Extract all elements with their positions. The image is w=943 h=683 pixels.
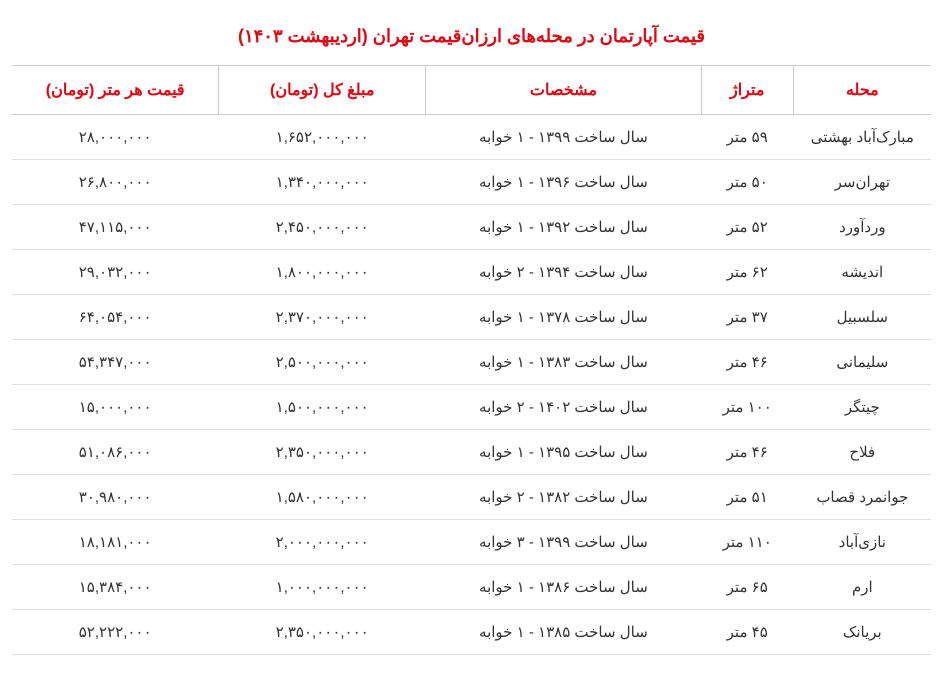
table-row: بریانک ۴۵ متر سال ساخت ۱۳۸۵ - ۱ خوابه ۲,… (12, 610, 931, 655)
cell-area: ۳۷ متر (701, 295, 793, 340)
page-title: قیمت آپارتمان در محله‌های ارزان‌قیمت تهر… (12, 12, 931, 65)
cell-permeter: ۱۵,۰۰۰,۰۰۰ (12, 385, 219, 430)
cell-total: ۱,۵۸۰,۰۰۰,۰۰۰ (219, 475, 426, 520)
cell-district: وردآورد (793, 205, 931, 250)
cell-area: ۴۵ متر (701, 610, 793, 655)
cell-area: ۶۲ متر (701, 250, 793, 295)
table-header-row: محله متراژ مشخصات مبلغ کل (تومان) قیمت ه… (12, 66, 931, 115)
cell-total: ۱,۶۵۲,۰۰۰,۰۰۰ (219, 115, 426, 160)
cell-area: ۵۰ متر (701, 160, 793, 205)
header-area: متراژ (701, 66, 793, 115)
table-row: سلسبیل ۳۷ متر سال ساخت ۱۳۷۸ - ۱ خوابه ۲,… (12, 295, 931, 340)
table-row: نازی‌آباد ۱۱۰ متر سال ساخت ۱۳۹۹ - ۳ خواب… (12, 520, 931, 565)
table-row: جوانمرد قصاب ۵۱ متر سال ساخت ۱۳۸۲ - ۲ خو… (12, 475, 931, 520)
cell-total: ۲,۵۰۰,۰۰۰,۰۰۰ (219, 340, 426, 385)
cell-area: ۶۵ متر (701, 565, 793, 610)
cell-permeter: ۵۴,۳۴۷,۰۰۰ (12, 340, 219, 385)
table-row: فلاح ۴۶ متر سال ساخت ۱۳۹۵ - ۱ خوابه ۲,۳۵… (12, 430, 931, 475)
cell-permeter: ۳۰,۹۸۰,۰۰۰ (12, 475, 219, 520)
table-container: قیمت آپارتمان در محله‌های ارزان‌قیمت تهر… (0, 0, 943, 667)
cell-permeter: ۵۲,۲۲۲,۰۰۰ (12, 610, 219, 655)
cell-district: چیتگر (793, 385, 931, 430)
cell-district: اندیشه (793, 250, 931, 295)
cell-district: مبارک‌آباد بهشتی (793, 115, 931, 160)
cell-area: ۵۱ متر (701, 475, 793, 520)
cell-spec: سال ساخت ۱۳۹۵ - ۱ خوابه (426, 430, 702, 475)
cell-total: ۲,۳۵۰,۰۰۰,۰۰۰ (219, 610, 426, 655)
cell-district: فلاح (793, 430, 931, 475)
cell-district: سلسبیل (793, 295, 931, 340)
cell-spec: سال ساخت ۱۳۹۹ - ۱ خوابه (426, 115, 702, 160)
table-row: اندیشه ۶۲ متر سال ساخت ۱۳۹۴ - ۲ خوابه ۱,… (12, 250, 931, 295)
table-row: وردآورد ۵۲ متر سال ساخت ۱۳۹۲ - ۱ خوابه ۲… (12, 205, 931, 250)
cell-area: ۵۹ متر (701, 115, 793, 160)
table-row: ارم ۶۵ متر سال ساخت ۱۳۸۶ - ۱ خوابه ۱,۰۰۰… (12, 565, 931, 610)
header-spec: مشخصات (426, 66, 702, 115)
cell-spec: سال ساخت ۱۳۹۲ - ۱ خوابه (426, 205, 702, 250)
cell-spec: سال ساخت ۱۳۹۶ - ۱ خوابه (426, 160, 702, 205)
cell-area: ۱۰۰ متر (701, 385, 793, 430)
cell-total: ۱,۸۰۰,۰۰۰,۰۰۰ (219, 250, 426, 295)
header-total: مبلغ کل (تومان) (219, 66, 426, 115)
cell-permeter: ۴۷,۱۱۵,۰۰۰ (12, 205, 219, 250)
cell-total: ۲,۰۰۰,۰۰۰,۰۰۰ (219, 520, 426, 565)
cell-spec: سال ساخت ۱۳۷۸ - ۱ خوابه (426, 295, 702, 340)
cell-permeter: ۲۸,۰۰۰,۰۰۰ (12, 115, 219, 160)
cell-district: تهران‌سر (793, 160, 931, 205)
cell-district: جوانمرد قصاب (793, 475, 931, 520)
cell-spec: سال ساخت ۱۳۸۵ - ۱ خوابه (426, 610, 702, 655)
table-body: مبارک‌آباد بهشتی ۵۹ متر سال ساخت ۱۳۹۹ - … (12, 115, 931, 655)
cell-spec: سال ساخت ۱۳۹۹ - ۳ خوابه (426, 520, 702, 565)
cell-total: ۲,۳۵۰,۰۰۰,۰۰۰ (219, 430, 426, 475)
cell-district: سلیمانی (793, 340, 931, 385)
table-row: تهران‌سر ۵۰ متر سال ساخت ۱۳۹۶ - ۱ خوابه … (12, 160, 931, 205)
cell-spec: سال ساخت ۱۳۸۶ - ۱ خوابه (426, 565, 702, 610)
cell-area: ۵۲ متر (701, 205, 793, 250)
cell-spec: سال ساخت ۱۳۹۴ - ۲ خوابه (426, 250, 702, 295)
cell-district: بریانک (793, 610, 931, 655)
cell-permeter: ۵۱,۰۸۶,۰۰۰ (12, 430, 219, 475)
cell-total: ۲,۴۵۰,۰۰۰,۰۰۰ (219, 205, 426, 250)
cell-permeter: ۱۸,۱۸۱,۰۰۰ (12, 520, 219, 565)
header-district: محله (793, 66, 931, 115)
table-row: چیتگر ۱۰۰ متر سال ساخت ۱۴۰۲ - ۲ خوابه ۱,… (12, 385, 931, 430)
cell-spec: سال ساخت ۱۳۸۳ - ۱ خوابه (426, 340, 702, 385)
price-table: محله متراژ مشخصات مبلغ کل (تومان) قیمت ه… (12, 65, 931, 655)
cell-spec: سال ساخت ۱۳۸۲ - ۲ خوابه (426, 475, 702, 520)
cell-spec: سال ساخت ۱۴۰۲ - ۲ خوابه (426, 385, 702, 430)
cell-district: نازی‌آباد (793, 520, 931, 565)
header-permeter: قیمت هر متر (تومان) (12, 66, 219, 115)
cell-area: ۱۱۰ متر (701, 520, 793, 565)
cell-area: ۴۶ متر (701, 340, 793, 385)
cell-total: ۱,۰۰۰,۰۰۰,۰۰۰ (219, 565, 426, 610)
cell-district: ارم (793, 565, 931, 610)
cell-area: ۴۶ متر (701, 430, 793, 475)
cell-total: ۲,۳۷۰,۰۰۰,۰۰۰ (219, 295, 426, 340)
table-row: سلیمانی ۴۶ متر سال ساخت ۱۳۸۳ - ۱ خوابه ۲… (12, 340, 931, 385)
cell-permeter: ۱۵,۳۸۴,۰۰۰ (12, 565, 219, 610)
cell-permeter: ۲۶,۸۰۰,۰۰۰ (12, 160, 219, 205)
cell-total: ۱,۵۰۰,۰۰۰,۰۰۰ (219, 385, 426, 430)
cell-permeter: ۲۹,۰۳۲,۰۰۰ (12, 250, 219, 295)
cell-permeter: ۶۴,۰۵۴,۰۰۰ (12, 295, 219, 340)
cell-total: ۱,۳۴۰,۰۰۰,۰۰۰ (219, 160, 426, 205)
table-row: مبارک‌آباد بهشتی ۵۹ متر سال ساخت ۱۳۹۹ - … (12, 115, 931, 160)
